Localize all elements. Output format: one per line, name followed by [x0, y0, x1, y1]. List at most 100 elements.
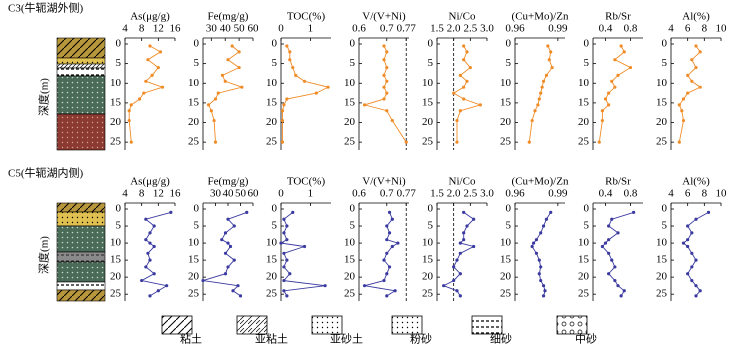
x-tick-label: 0.4 [599, 188, 613, 200]
data-point [280, 109, 285, 113]
x-tick-label: 1.5 [430, 23, 444, 35]
x-tick-label: 30 [210, 188, 222, 200]
y-tick-label: 20 [656, 271, 668, 283]
data-point [694, 284, 698, 288]
data-point [232, 258, 236, 262]
x-tick-label: 8 [139, 23, 145, 35]
data-point [146, 251, 150, 255]
data-point [237, 50, 241, 54]
data-point [385, 272, 389, 276]
y-tick-label: 10 [500, 237, 512, 249]
data-point [213, 97, 218, 101]
data-point [458, 241, 462, 245]
panel-title: (Cu+Mo)/Zn [512, 176, 569, 188]
y-tick-label: 0 [116, 203, 122, 215]
y-tick-label: 5 [428, 220, 434, 232]
data-point [547, 58, 551, 62]
data-point [285, 294, 289, 298]
y-tick-label: 25 [344, 136, 356, 148]
data-point [600, 118, 604, 123]
data-point [616, 284, 620, 288]
data-point [607, 251, 611, 255]
x-tick-label: 0.77 [397, 23, 417, 35]
y-tick-label: 10 [110, 237, 122, 249]
data-point [462, 44, 466, 48]
y-tick-label: 20 [578, 271, 590, 283]
data-point [291, 65, 295, 70]
y-tick-label: 5 [350, 220, 356, 232]
x-tick-label: 2.5 [463, 188, 477, 200]
data-point [455, 118, 459, 123]
data-point [385, 91, 389, 95]
data-point [677, 103, 681, 107]
data-point [387, 265, 392, 269]
data-point [465, 224, 469, 228]
y-tick-label: 20 [656, 116, 668, 128]
data-point [326, 85, 330, 89]
data-point [539, 265, 543, 269]
data-point [396, 241, 400, 245]
y-tick-label: 15 [344, 96, 356, 108]
data-point [550, 65, 554, 70]
x-tick-label: 3.0 [480, 23, 494, 35]
data-point [362, 284, 367, 288]
data-point [462, 210, 466, 215]
panel-title: V/(V+Ni) [362, 11, 406, 23]
data-point [146, 58, 150, 62]
data-point [452, 278, 456, 283]
data-point [622, 289, 626, 293]
y-tick-label: 10 [422, 77, 434, 89]
y-tick-label: 0 [272, 38, 278, 50]
data-point [223, 231, 228, 235]
data-point [540, 85, 544, 89]
y-tick-label: 25 [656, 288, 668, 300]
data-point [144, 79, 148, 83]
data-point [681, 97, 686, 101]
y-tick-label: 25 [500, 136, 512, 148]
data-point [238, 294, 243, 298]
data-point [285, 258, 289, 262]
data-point [452, 91, 456, 95]
y-tick-label: 20 [422, 271, 434, 283]
y-tick-label: 10 [578, 237, 590, 249]
data-point [404, 140, 408, 144]
legend [161, 315, 588, 335]
y-tick-label: 20 [110, 271, 122, 283]
data-point [607, 103, 611, 107]
panel-title: Fe(mg/g) [208, 176, 249, 188]
y-tick-label: 0 [350, 203, 356, 215]
y-tick-label: 5 [350, 57, 356, 69]
y-tick-label: 5 [584, 57, 590, 69]
y-tick-label: 15 [656, 96, 668, 108]
panel-title: V/(V+Ni) [362, 176, 406, 188]
lithology-column [56, 37, 106, 151]
data-point [458, 251, 462, 255]
y-tick-label: 10 [578, 77, 590, 89]
data-point [686, 91, 690, 95]
data-point [282, 289, 286, 293]
y-tick-label: 10 [188, 77, 200, 89]
data-point [280, 140, 285, 144]
y-tick-label: 0 [584, 203, 590, 215]
x-tick-label: 8 [702, 188, 708, 200]
y-tick-label: 20 [500, 271, 512, 283]
data-point [382, 73, 386, 78]
profile-line [364, 212, 399, 297]
data-point [619, 294, 623, 298]
data-point [458, 73, 462, 78]
data-point [382, 58, 386, 62]
data-point [226, 241, 230, 245]
x-tick-label: 0.77 [397, 188, 417, 200]
data-point [390, 118, 394, 123]
data-point [385, 50, 389, 54]
y-tick-label: 20 [188, 271, 200, 283]
y-tick-label: 20 [422, 116, 434, 128]
data-point [600, 244, 604, 249]
y-tick-label: 15 [266, 254, 278, 266]
data-point [541, 79, 546, 83]
y-tick-label: 20 [188, 116, 200, 128]
data-point [390, 217, 394, 221]
data-point [382, 85, 386, 89]
y-tick-label: 5 [662, 220, 668, 232]
data-point [226, 265, 230, 269]
